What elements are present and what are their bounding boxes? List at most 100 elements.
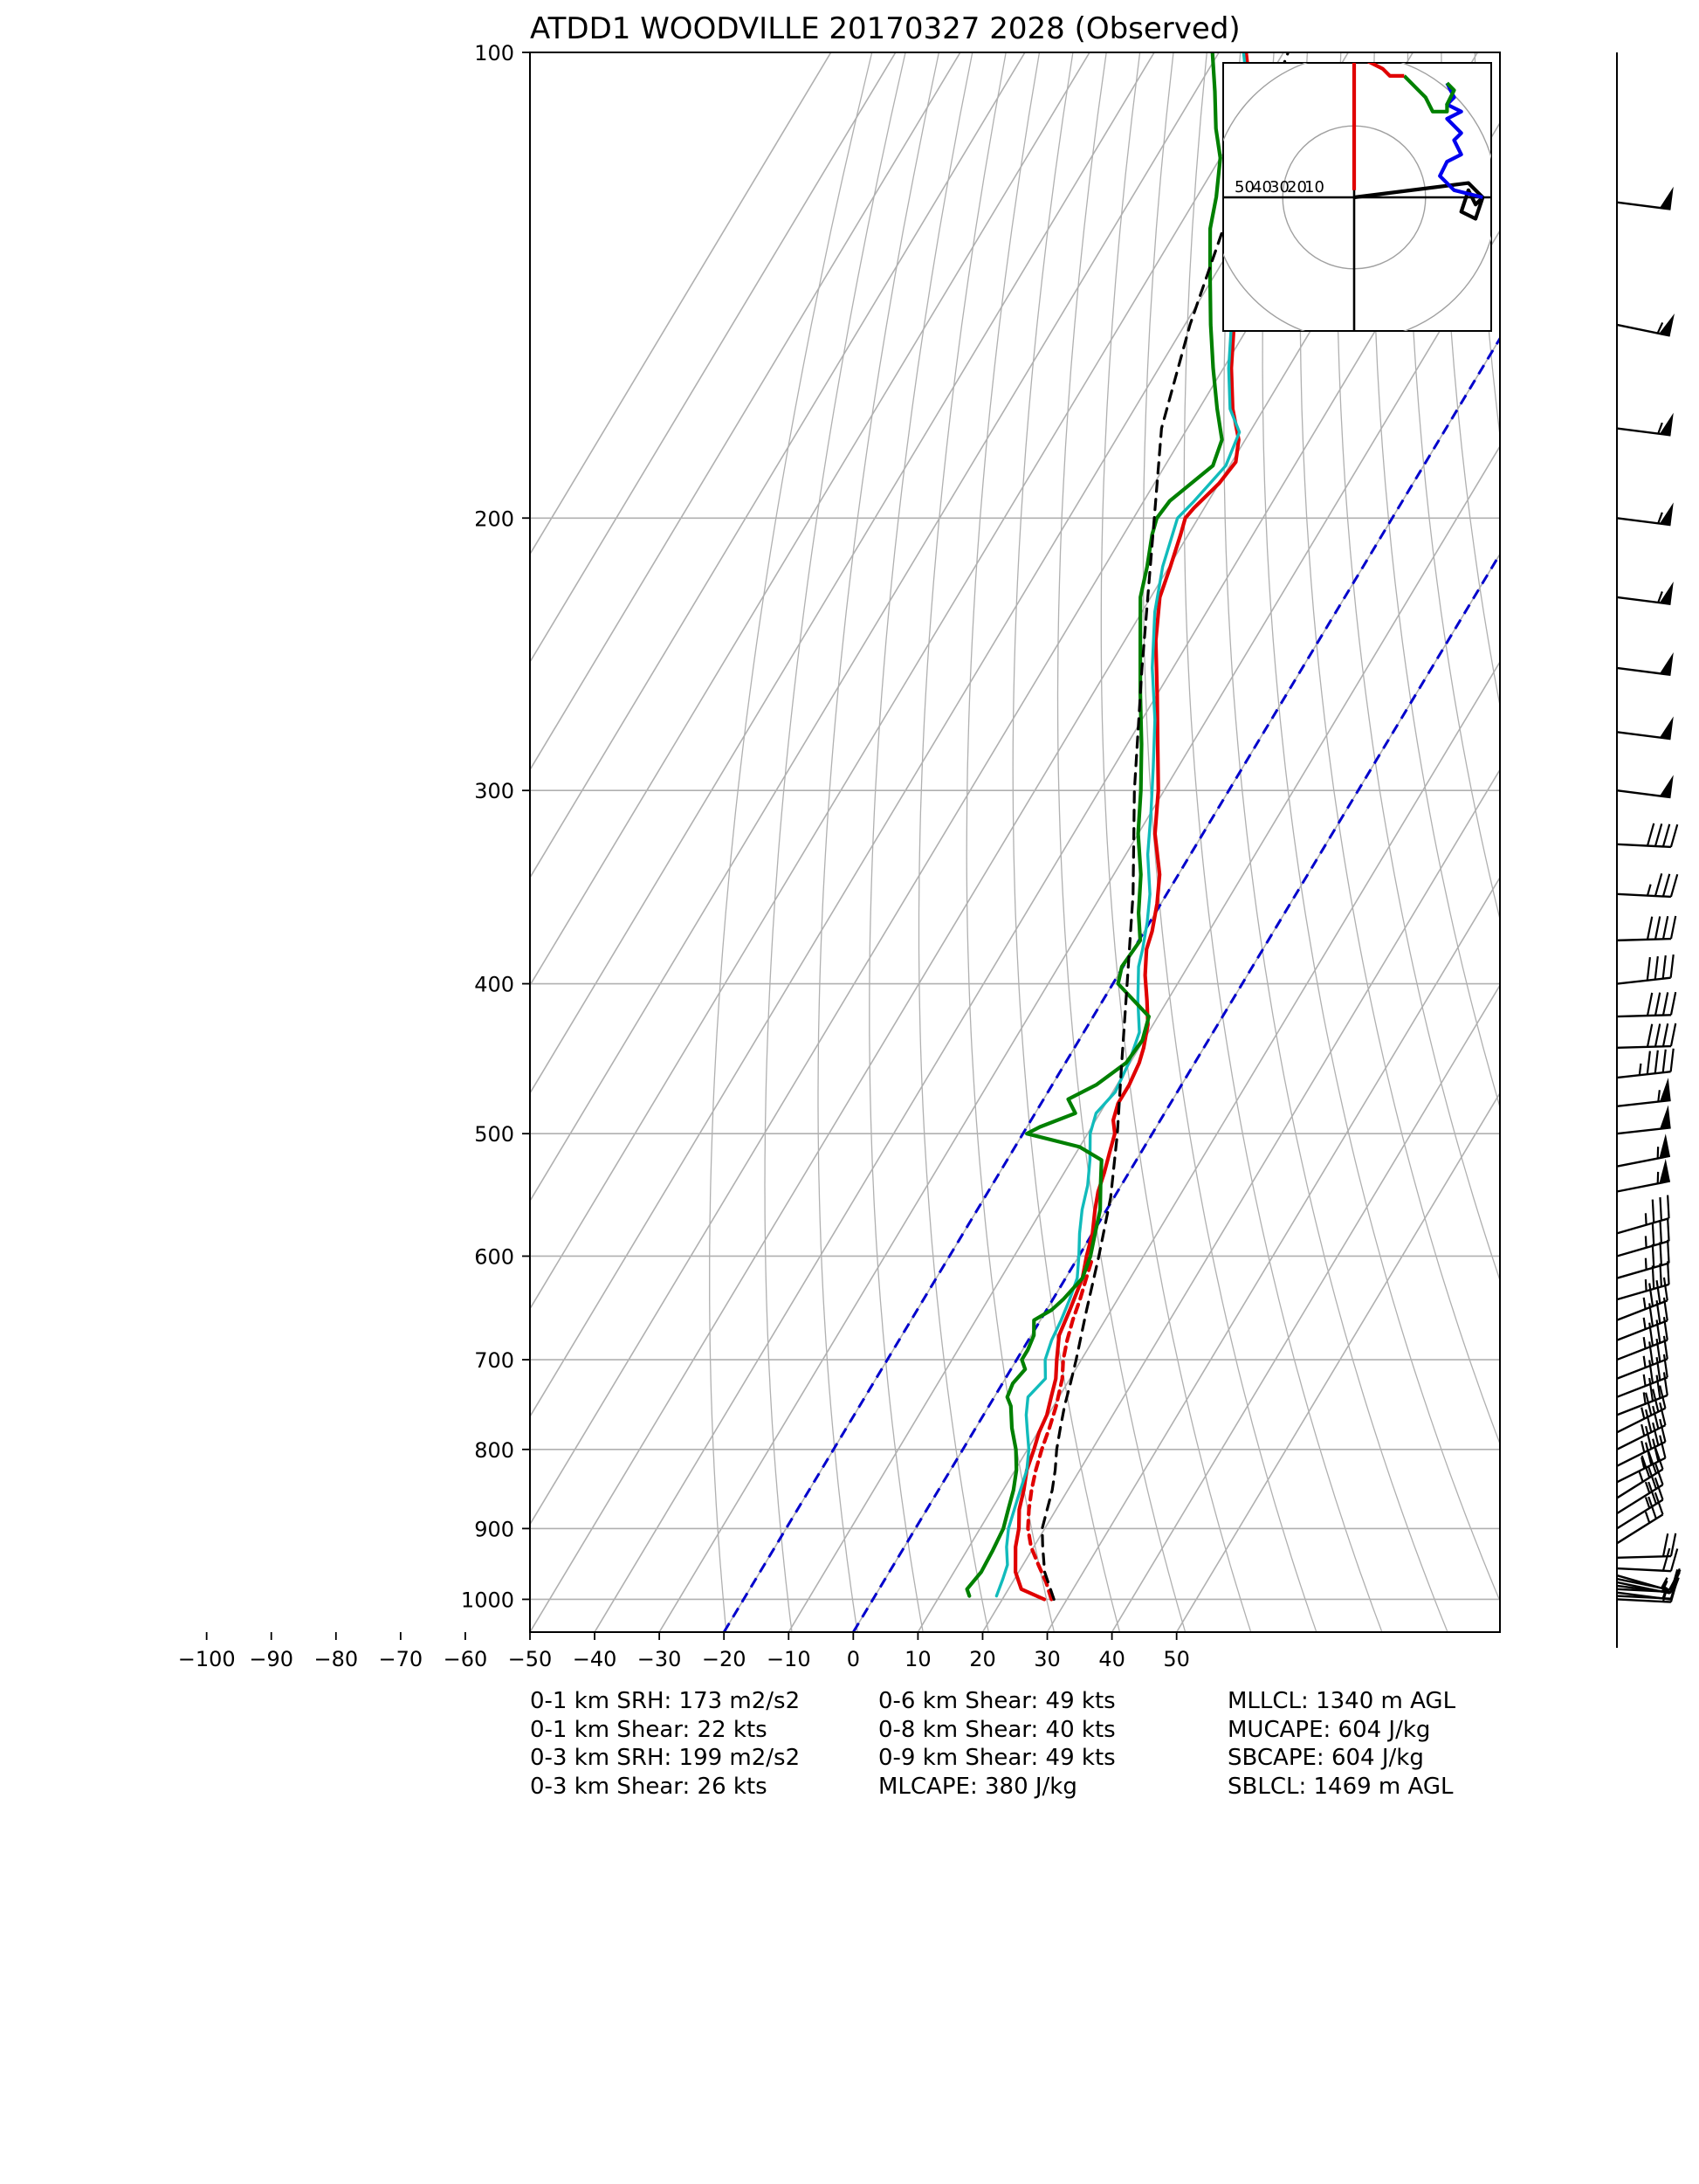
barb-full [1659,1196,1663,1221]
barb-staff [1616,1554,1672,1560]
x-tick-label: 0 [847,1647,860,1671]
barb-full [1659,1242,1663,1266]
barb-staff [1616,1581,1670,1595]
barb-full [1669,1048,1675,1072]
wind-barb-275 [1616,716,1674,741]
y-tick-label-1000: 1000 [461,1588,514,1612]
barb-half [1661,1581,1668,1593]
dry-adiabat [1223,52,1448,1632]
barb-half [1657,422,1663,434]
barb-staff [1616,1567,1671,1573]
wind-barb-125 [1616,186,1674,210]
wind-barbs [1616,186,1682,1603]
barb-full [1652,1438,1660,1462]
dry-adiabat [1575,52,1699,1632]
isotherm--100 [530,52,1155,1095]
dry-adiabat [1509,52,1699,1632]
barb-full [1669,915,1677,940]
barb-full [1654,956,1659,980]
barb-staff [1616,1283,1669,1301]
barb-staff [1616,1376,1668,1398]
barb-half [1660,1577,1668,1589]
barb-staff [1616,1484,1664,1515]
barb-full [1655,1357,1661,1381]
x-tick-label: −50 [508,1647,553,1671]
x-tick-label: −10 [767,1647,811,1671]
wind-barb-820 [1616,1418,1667,1467]
barb-staff [1616,1513,1664,1545]
barb-full [1654,1462,1664,1485]
barb-full [1662,1335,1668,1360]
isotherm--110 [530,52,1090,987]
barb-half [1642,1355,1647,1368]
sounding-series-0 [1014,52,1256,1602]
barb-staff [1616,1574,1669,1592]
dry-adiabat [1372,52,1500,1110]
barb-full [1659,1402,1667,1426]
barb-full [1648,1377,1654,1402]
barb-full [1647,1481,1657,1505]
wind-barb-620 [1616,1239,1670,1279]
wind-barb-325 [1616,823,1679,849]
isotherm-10 [917,660,1500,1632]
barb-full [1651,1265,1655,1289]
barb-staff [1616,1358,1668,1380]
wind-barb-955 [1616,1547,1679,1573]
dry-adiabat [966,52,1056,1632]
barb-flag [1659,1133,1670,1159]
y-tick-label-300: 300 [474,779,514,803]
stat-shear-0-3km: 0-3 km Shear: 26 kts [530,1773,767,1800]
isotherm--140 [530,52,897,664]
isotherm--130 [530,52,961,771]
barb-full [1654,1050,1659,1074]
barb-flag [1659,412,1674,436]
barb-staff [1616,1339,1668,1361]
barb-full [1648,1360,1654,1384]
stat-shear-0-9km: 0-9 km Shear: 49 kts [878,1745,1116,1771]
barb-full [1661,1023,1669,1047]
barb-staff [1616,1262,1669,1279]
barb-staff [1616,1591,1671,1601]
x-tick-label: −100 [178,1647,236,1671]
barb-half [1644,1497,1651,1509]
barb-full [1652,1422,1660,1446]
x-tick-label: −20 [702,1647,746,1671]
wind-barb-760 [1616,1372,1668,1416]
barb-staff [1616,731,1671,741]
x-tick-label: 30 [1034,1647,1061,1671]
dry-adiabat [1336,52,1500,1283]
blue-isotherm [852,551,1500,1632]
x-tick-label: −30 [637,1647,682,1671]
barb-full [1669,873,1679,898]
barb-flag [1659,186,1674,210]
barb-half [1644,1213,1647,1225]
hodograph-trace-2 [1402,74,1456,114]
barb-full [1648,1341,1654,1365]
wind-barb-460 [1616,1048,1675,1079]
barb-full [1654,1477,1664,1500]
wind-barb-720 [1616,1335,1668,1380]
wind-barb-440 [1616,1023,1677,1050]
wind-barb-420 [1616,991,1677,1018]
wind-barb-920 [1616,1492,1664,1545]
barb-staff [1616,1468,1664,1499]
dry-adiabat [764,52,906,1632]
barb-flag [1659,716,1674,740]
wind-barb-200 [1616,502,1674,527]
isotherm-20 [981,768,1500,1632]
barb-full [1654,916,1661,940]
barb-full [1651,1222,1655,1246]
barb-half [1638,1063,1642,1076]
barb-full [1647,1496,1657,1519]
barb-full [1645,1442,1653,1465]
barb-staff [1616,789,1671,799]
dry-adiabat [1407,52,1500,922]
dry-adiabat [1183,52,1383,1632]
barb-half [1646,884,1652,896]
barb-full [1659,1418,1667,1443]
barb-full [1669,1548,1679,1572]
x-tick-label: 20 [969,1647,996,1671]
barb-full [1662,1277,1668,1301]
barb-half [1641,1423,1646,1436]
